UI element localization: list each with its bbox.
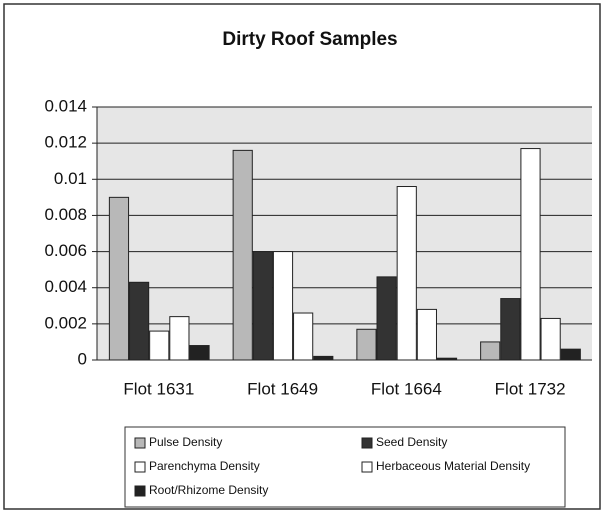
bar xyxy=(416,308,437,361)
legend-swatch xyxy=(361,461,373,473)
x-tick-label: Flot 1631 xyxy=(123,379,194,398)
bar xyxy=(396,186,417,361)
bar xyxy=(540,317,561,361)
legend-label: Seed Density xyxy=(376,435,447,449)
bar xyxy=(356,328,377,361)
legend-swatch xyxy=(134,437,146,449)
bar xyxy=(108,196,130,361)
y-tick-label: 0.006 xyxy=(44,241,87,260)
y-tick-label: 0.002 xyxy=(44,313,87,332)
bar xyxy=(313,355,334,361)
legend-label: Root/Rhizome Density xyxy=(149,483,268,497)
x-tick-label: Flot 1649 xyxy=(247,379,318,398)
y-tick-label: 0 xyxy=(78,349,87,368)
bar xyxy=(189,345,210,361)
y-tick-label: 0.004 xyxy=(44,277,87,296)
bar xyxy=(252,251,273,361)
legend-swatch xyxy=(134,461,146,473)
bar xyxy=(376,276,397,361)
bar xyxy=(169,316,190,361)
legend-swatch xyxy=(361,437,373,449)
bar xyxy=(232,149,253,361)
legend-label: Herbaceous Material Density xyxy=(376,459,530,473)
legend-swatch xyxy=(134,485,146,497)
y-tick-label: 0.008 xyxy=(44,205,87,224)
bar xyxy=(129,281,150,361)
x-tick-label: Flot 1664 xyxy=(371,379,442,398)
bar xyxy=(520,148,541,361)
bar xyxy=(480,341,501,361)
bar xyxy=(560,348,581,361)
y-tick-label: 0.014 xyxy=(44,96,87,115)
x-tick-label: Flot 1732 xyxy=(495,379,566,398)
y-tick-label: 0.01 xyxy=(54,169,87,188)
legend-label: Pulse Density xyxy=(149,435,222,449)
legend-box xyxy=(124,426,566,508)
chart-title: Dirty Roof Samples xyxy=(222,29,397,50)
bar xyxy=(500,298,521,361)
y-tick-label: 0.012 xyxy=(44,133,87,152)
bar xyxy=(293,312,314,361)
bar xyxy=(272,251,294,361)
legend-label: Parenchyma Density xyxy=(149,459,260,473)
bar xyxy=(149,330,170,361)
